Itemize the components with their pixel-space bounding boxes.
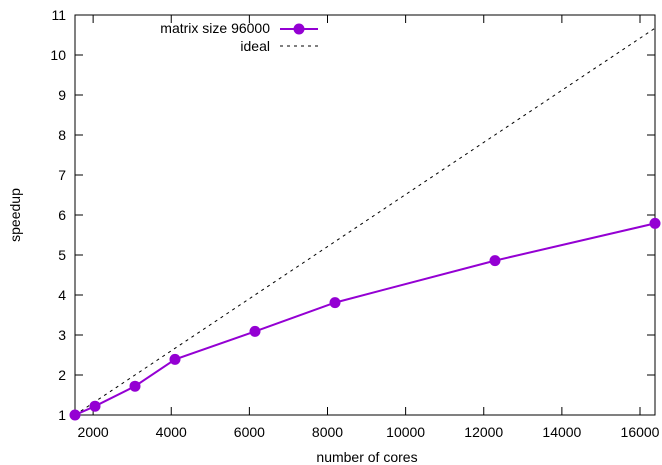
- x-tick-label: 12000: [464, 424, 503, 440]
- y-tick-label: 1: [58, 407, 66, 423]
- x-axis-ticks: 2000 4000 6000 8000 10000 12000 14000 16000: [78, 15, 660, 440]
- data-point: [249, 325, 261, 337]
- legend-label-ideal: ideal: [240, 38, 270, 54]
- y-tick-label: 9: [58, 87, 66, 103]
- data-point: [129, 380, 141, 392]
- series-matrix-line: [74, 222, 656, 416]
- y-tick-label: 7: [58, 167, 66, 183]
- series-layer: [69, 27, 661, 421]
- y-tick-label: 11: [51, 7, 66, 23]
- x-tick-label: 14000: [542, 424, 581, 440]
- y-tick-label: 5: [58, 247, 66, 263]
- y-tick-label: 3: [58, 327, 66, 343]
- data-point: [69, 409, 81, 421]
- data-point: [169, 353, 181, 365]
- x-tick-label: 2000: [78, 424, 109, 440]
- y-tick-label: 6: [58, 207, 66, 223]
- series-ideal-line: [74, 27, 656, 416]
- data-point: [649, 217, 661, 229]
- plot-frame-group: [74, 14, 656, 416]
- x-tick-label: 4000: [156, 424, 187, 440]
- y-tick-label: 2: [58, 367, 66, 383]
- data-point: [489, 255, 501, 267]
- legend-swatch-matrix-marker: [293, 23, 305, 35]
- x-axis-label: number of cores: [316, 449, 417, 465]
- x-tick-label: 10000: [386, 424, 425, 440]
- legend: matrix size 96000 ideal: [160, 20, 318, 54]
- plot-frame: [74, 14, 656, 416]
- legend-label-matrix: matrix size 96000: [160, 20, 270, 36]
- x-tick-label: 6000: [234, 424, 265, 440]
- x-tick-label: 8000: [312, 424, 343, 440]
- y-tick-label: 10: [50, 47, 66, 63]
- y-tick-label: 4: [58, 287, 66, 303]
- data-point: [89, 400, 101, 412]
- y-axis-ticks: 1 2 3 4 5 6 7 8 9 10 11: [50, 7, 655, 423]
- data-point: [329, 297, 341, 309]
- y-tick-label: 8: [58, 127, 66, 143]
- x-tick-label: 16000: [621, 424, 660, 440]
- y-axis-label: speedup: [7, 188, 23, 242]
